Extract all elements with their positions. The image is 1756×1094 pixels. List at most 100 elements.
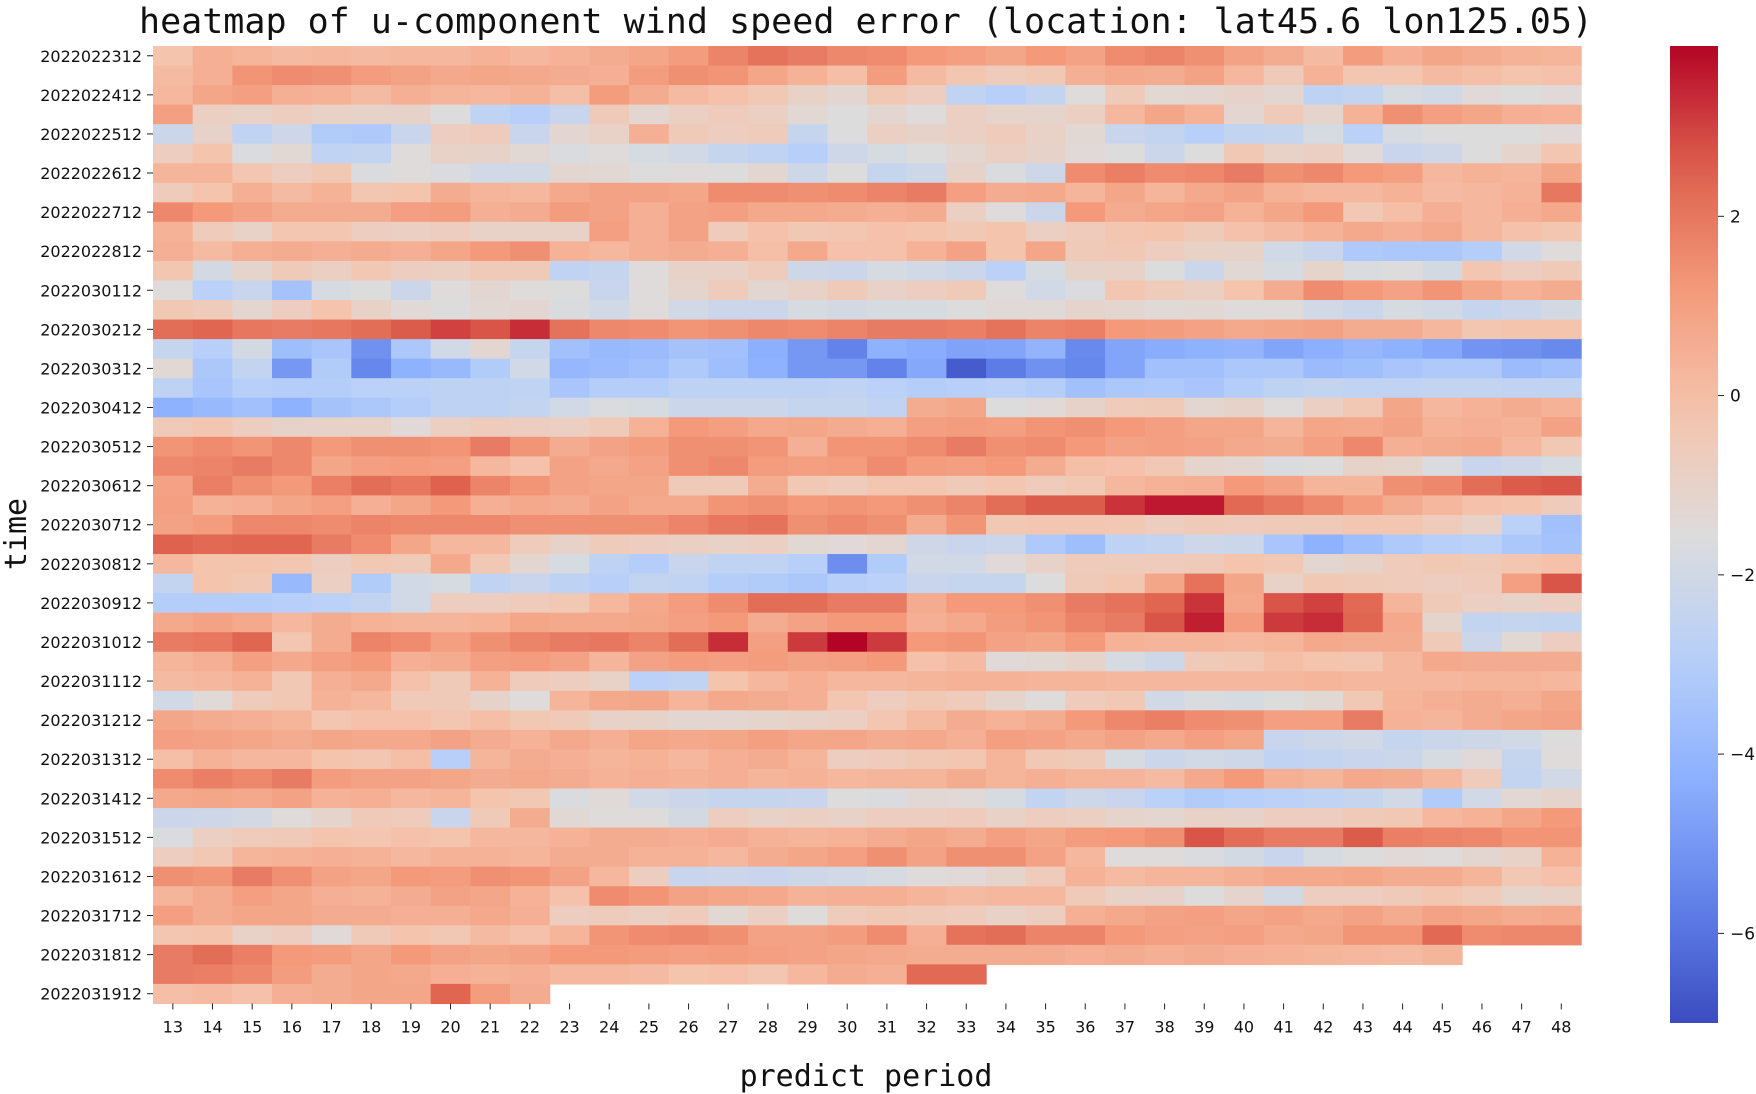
heatmap-cell [787,339,828,360]
heatmap-cell [1144,612,1186,633]
heatmap-cell [391,436,432,457]
heatmap-cell [1025,260,1067,282]
heatmap-cell [1462,593,1503,614]
heatmap-cell [787,788,828,809]
heatmap-cell [589,690,630,711]
heatmap-cell [1501,65,1543,86]
heatmap-cell [1184,221,1225,242]
heatmap-cell [1303,65,1344,86]
heatmap-cell [946,593,987,614]
heatmap-cell [549,710,590,731]
heatmap-cell [787,300,828,321]
heatmap-cell [1184,417,1225,438]
heatmap-cell [510,983,551,1005]
heatmap-cell [272,85,313,106]
heatmap-cell [1303,808,1344,829]
heatmap-cell [1065,300,1106,321]
heatmap-cell [1501,632,1543,653]
heatmap-cell [1144,690,1186,711]
heatmap-cell [430,554,471,575]
heatmap-cell [946,456,987,477]
heatmap-cell [1184,397,1225,418]
heatmap-cell [1263,85,1305,106]
heatmap-cell [1184,182,1225,203]
heatmap-cell [1501,690,1543,711]
heatmap-cell [153,300,194,321]
heatmap-cell [708,768,749,790]
heatmap-cell [1105,260,1146,282]
heatmap-cell [351,202,392,223]
heatmap-cell [1224,495,1265,516]
heatmap-cell [708,221,749,242]
heatmap-cell [748,651,789,672]
heatmap-cell [272,651,313,672]
heatmap-cell [1343,280,1384,301]
heatmap-cell [510,808,551,829]
heatmap-cell [708,612,749,633]
heatmap-cell [629,182,670,203]
heatmap-cell [986,710,1027,731]
heatmap-cell [153,260,194,282]
heatmap-cell [589,260,630,282]
heatmap-cell [668,104,709,125]
heatmap-cell [232,358,273,379]
heatmap-cell [1382,573,1424,594]
heatmap-cell [1105,339,1146,360]
heatmap-cell [1343,554,1384,575]
heatmap-cell [589,221,630,242]
heatmap-cell [1144,729,1186,751]
heatmap-cell [272,358,313,379]
heatmap-cell [192,632,233,653]
heatmap-cell [232,710,273,731]
heatmap-cell [589,671,630,692]
heatmap-cell [1462,456,1503,477]
heatmap-cell [510,417,551,438]
heatmap-cell [748,221,789,242]
heatmap-cell [1541,729,1582,751]
heatmap-cell [1343,300,1384,321]
heatmap-cell [272,378,313,399]
heatmap-cell [1303,46,1344,67]
heatmap-cell [272,847,313,868]
heatmap-cell [1065,632,1106,653]
heatmap-cell [1025,925,1067,946]
heatmap-cell [153,319,194,340]
heatmap-cell [986,866,1027,887]
heatmap-cell [510,827,551,848]
heatmap-cell [1501,85,1543,106]
colorbar-tick-label: 2 [1730,207,1741,227]
heatmap-cell [906,671,947,692]
heatmap-cell [946,944,987,965]
heatmap-cell [748,729,789,751]
heatmap-cell [351,85,392,106]
heatmap-cell [192,905,233,926]
heatmap-cell [787,847,828,868]
heatmap-cell [668,221,709,242]
heatmap-cell [629,104,670,125]
heatmap-cell [629,866,670,887]
heatmap-cell [827,202,868,223]
heatmap-cell [906,436,947,457]
heatmap-cell [1144,143,1186,164]
heatmap-cell [827,925,868,946]
heatmap-cell [1303,339,1344,360]
heatmap-cell [1144,905,1186,926]
heatmap-cell [1382,358,1424,379]
heatmap-cell [311,241,352,262]
heatmap-cell [1382,612,1424,633]
heatmap-cell [1263,690,1305,711]
heatmap-cell [1382,456,1424,477]
heatmap-cell [510,632,551,653]
heatmap-cell [1263,768,1305,790]
heatmap-cell [1303,143,1344,164]
heatmap-cell [1303,710,1344,731]
heatmap-cell [867,85,908,106]
colorbar-tick-label: 0 [1730,387,1741,407]
heatmap-cell [1105,710,1146,731]
heatmap-cell [986,358,1027,379]
heatmap-cell [986,847,1027,868]
heatmap-cell [748,964,789,985]
heatmap-cell [827,436,868,457]
y-tick-label: 2022031312 [40,750,142,769]
heatmap-cell [1025,124,1067,145]
